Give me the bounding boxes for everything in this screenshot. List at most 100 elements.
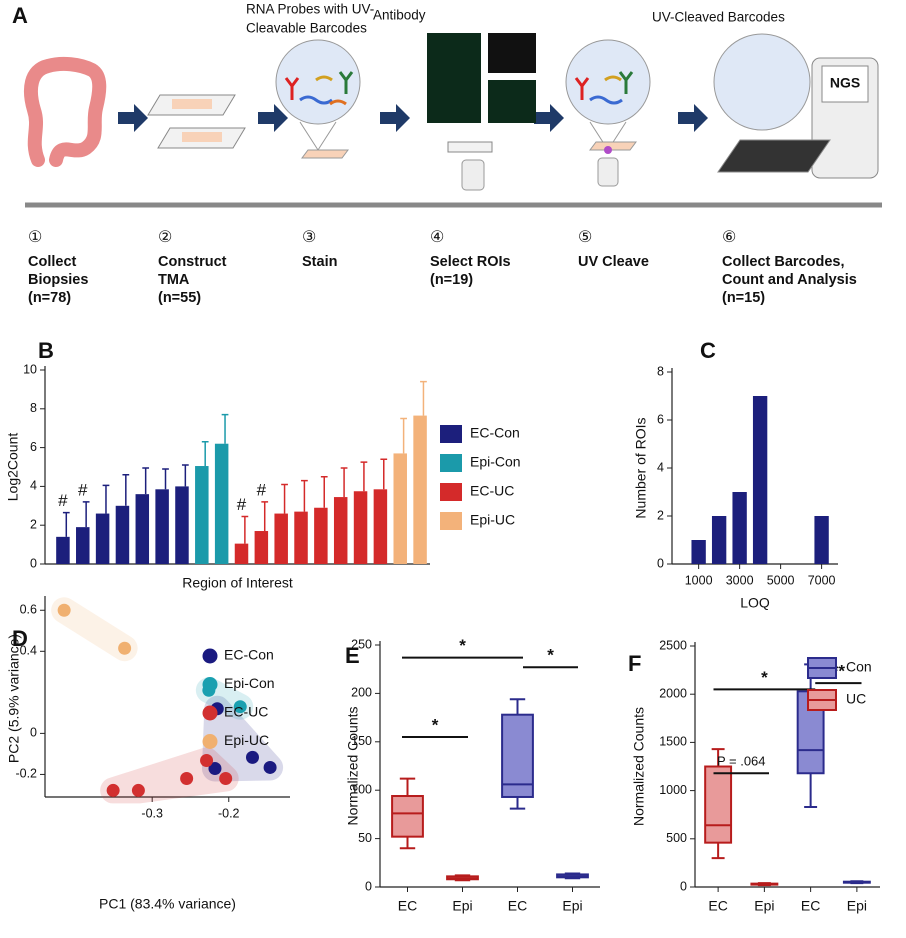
error-bar xyxy=(281,483,288,514)
y-axis-label: PC2 (5.9% variance) xyxy=(6,634,22,763)
significance-label: * xyxy=(432,715,439,734)
point xyxy=(208,761,222,775)
step-number: ④ xyxy=(430,229,444,246)
y-tick-label: 1000 xyxy=(659,783,687,797)
legend-label: UC xyxy=(846,691,866,707)
bar xyxy=(752,396,768,564)
y-tick-label: 6 xyxy=(657,412,664,426)
probe-label: Cleavable Barcodes xyxy=(246,21,367,36)
bar xyxy=(115,505,130,564)
step-name: UV Cleave xyxy=(578,254,649,270)
legend-swatch xyxy=(440,454,462,472)
box xyxy=(704,765,733,844)
box xyxy=(391,795,424,838)
magnifiers xyxy=(275,33,811,187)
whisker-high xyxy=(711,748,725,767)
y-tick-label: 0 xyxy=(680,879,687,893)
whisker-low xyxy=(804,773,818,808)
legend-label: Epi-Con xyxy=(224,675,275,691)
y-tick-label: 100 xyxy=(351,782,372,796)
y-tick-label: 10 xyxy=(23,362,37,376)
cleaved-label: UV-Cleaved Barcodes xyxy=(652,10,785,25)
ngs-label: NGS xyxy=(830,75,860,91)
panel-label: C xyxy=(700,338,716,363)
point xyxy=(131,783,145,797)
step-name: TMA xyxy=(158,272,190,288)
bar xyxy=(333,497,348,564)
slides xyxy=(147,94,246,149)
bar xyxy=(353,491,368,564)
significance-label: * xyxy=(761,668,768,687)
legend-swatch xyxy=(440,512,462,530)
whisker-high xyxy=(399,777,416,797)
x-tick-label: Epi xyxy=(562,898,582,914)
step-n: (n=19) xyxy=(430,272,473,288)
y-tick-label: 50 xyxy=(358,831,372,845)
panel-label: B xyxy=(38,338,54,363)
x-tick-label: 5000 xyxy=(767,573,795,587)
step-name: Biopsies xyxy=(28,272,88,288)
error-bar xyxy=(122,474,130,506)
bar xyxy=(254,531,269,564)
bar xyxy=(175,486,189,564)
x-axis-label: LOQ xyxy=(740,595,770,611)
panel-label: D xyxy=(12,626,28,651)
legend-label: EC-Con xyxy=(224,647,274,663)
annotation: # xyxy=(257,480,267,499)
legend-marker xyxy=(202,677,218,692)
x-tick-label: Epi xyxy=(847,898,867,914)
legend-marker xyxy=(202,734,218,749)
y-tick-label: 2500 xyxy=(659,638,687,652)
error-bar xyxy=(400,417,407,454)
error-bar xyxy=(320,475,328,508)
step-name: Collect Barcodes, xyxy=(722,254,845,270)
y-tick-label: 0 xyxy=(30,726,37,740)
probe-icons xyxy=(284,71,634,106)
error-bar xyxy=(420,380,427,416)
step-name: Stain xyxy=(302,254,337,270)
bar xyxy=(393,453,407,564)
error-bar xyxy=(82,501,90,528)
bar xyxy=(413,415,427,564)
y-tick-label: 0 xyxy=(657,556,664,570)
point xyxy=(200,753,214,767)
bar xyxy=(274,513,288,564)
y-tick-label: 1500 xyxy=(659,735,687,749)
x-tick-label: Epi xyxy=(754,898,774,914)
point xyxy=(180,772,194,786)
y-tick-label: 2 xyxy=(30,517,37,531)
x-tick-label: EC xyxy=(508,898,527,914)
panel-label: E xyxy=(345,643,360,668)
panel-label: F xyxy=(628,651,641,676)
point xyxy=(245,750,259,764)
point xyxy=(106,783,120,797)
legend-swatch xyxy=(440,425,462,443)
step-number: ③ xyxy=(302,229,316,246)
legend-marker xyxy=(202,705,218,721)
x-tick-label: EC xyxy=(801,898,820,914)
x-axis-label: Region of Interest xyxy=(182,575,293,591)
y-tick-label: 250 xyxy=(351,637,372,651)
y-axis-label: Normalized Counts xyxy=(631,707,647,826)
bar xyxy=(314,507,328,564)
legend-label: EC-Con xyxy=(470,425,520,441)
y-axis-label: Log2Count xyxy=(5,433,21,502)
legend-label: Epi-UC xyxy=(470,512,515,528)
point xyxy=(219,772,233,786)
error-bar xyxy=(102,484,110,514)
step-name: Count and Analysis xyxy=(722,272,857,288)
legend-label: EC-UC xyxy=(470,483,514,499)
y-tick-label: 2000 xyxy=(659,686,687,700)
cluster-hull xyxy=(51,597,138,662)
error-bar xyxy=(62,511,70,537)
y-tick-label: 150 xyxy=(351,734,372,748)
bar xyxy=(95,513,110,564)
y-axis-label: Number of ROIs xyxy=(633,417,649,518)
whisker-high xyxy=(509,698,526,715)
step-name: Construct xyxy=(158,254,227,270)
annotation: # xyxy=(58,491,68,510)
workflow-labels: RNA Probes with UV- Cleavable Barcodes A… xyxy=(246,2,860,91)
x-tick-label: -0.2 xyxy=(218,806,240,820)
x-tick-label: EC xyxy=(398,898,417,914)
